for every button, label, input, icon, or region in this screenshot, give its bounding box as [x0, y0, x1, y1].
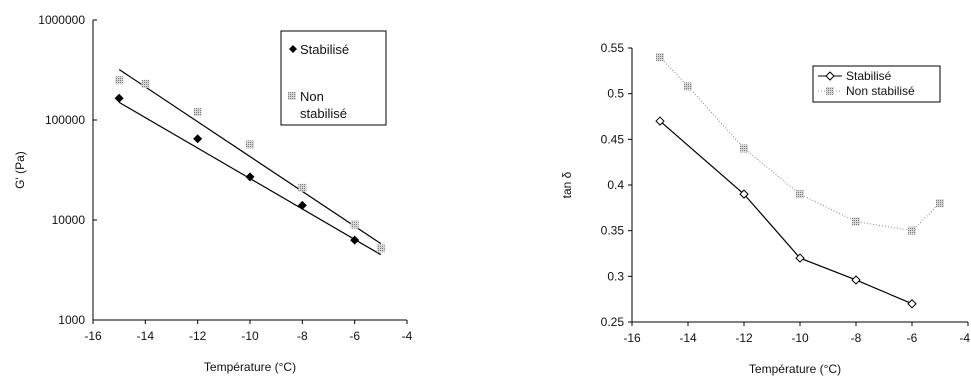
left-points: [114, 76, 385, 253]
left-point-stabilise: [114, 93, 124, 103]
right-point-stabilise: [795, 253, 805, 263]
right-point-stabilise: [907, 299, 917, 309]
left-point-stabilise: [350, 235, 360, 245]
left-x-tick-label: -4: [402, 329, 413, 343]
left-x-ticks: -16 -14 -12 -10 -8 -6 -4: [84, 320, 413, 343]
right-point-stabilise: [739, 189, 749, 199]
left-legend-label-non-line2: stabilisé: [300, 106, 347, 121]
right-x-tick-label: -4: [959, 331, 970, 345]
left-point-non-stabilise: [246, 140, 254, 149]
left-y-axis-label: G' (Pa): [13, 151, 27, 189]
right-legend-label-non-stabilise: Non stabilisé: [846, 84, 915, 98]
left-x-tick-label: -12: [189, 329, 207, 343]
right-point-non-stabilise: [656, 53, 664, 62]
left-point-stabilise: [193, 134, 203, 144]
left-y-ticks: 1000 10000 100000 1000000: [38, 13, 97, 327]
left-point-non-stabilise: [141, 79, 150, 88]
right-legend-marker-non-stabilise: [826, 87, 834, 95]
right-x-tick-label: -16: [623, 331, 641, 345]
right-x-ticks: -16 -14 -12 -10 -8 -6 -4: [623, 322, 970, 345]
right-y-tick-label: 0.35: [601, 224, 625, 238]
left-legend-box: [280, 30, 387, 126]
right-line-stabilise: [659, 120, 913, 305]
right-point-non-stabilise: [684, 82, 692, 91]
left-x-tick-label: -10: [241, 329, 259, 343]
left-point-non-stabilise: [298, 183, 307, 192]
left-legend-label-stabilise: Stabilisé: [300, 42, 349, 57]
right-legend-marker-stabilise: [825, 71, 835, 81]
right-y-tick-label: 0.3: [607, 269, 624, 283]
right-x-tick-label: -12: [735, 331, 753, 345]
right-y-tick-label: 0.5: [607, 87, 624, 101]
right-x-axis-label: Température (°C): [749, 362, 841, 376]
right-points: [655, 53, 944, 309]
right-point-non-stabilise: [852, 217, 860, 226]
right-point-non-stabilise: [936, 199, 944, 208]
left-legend-label-non-line1: Non: [300, 89, 324, 104]
left-x-tick-label: -8: [297, 329, 308, 343]
right-point-non-stabilise: [740, 144, 748, 153]
right-legend-label-stabilise: Stabilisé: [846, 69, 892, 83]
right-point-non-stabilise: [908, 226, 916, 235]
left-point-stabilise: [245, 172, 255, 182]
left-y-tick-label: 100000: [45, 113, 85, 127]
left-legend-marker-non-stabilise: [288, 92, 296, 100]
left-y-tick-label: 1000000: [38, 13, 85, 27]
right-y-axis-label: tan δ: [560, 171, 574, 198]
right-y-ticks: 0.25 0.3 0.35 0.4 0.45 0.5 0.55: [601, 41, 632, 329]
right-chart: 0.25 0.3 0.35 0.4 0.45 0.5 0.55 -16 -14 -12 -10 -8…: [560, 41, 970, 376]
left-x-tick-label: -6: [349, 329, 360, 343]
right-x-tick-label: -8: [851, 331, 862, 345]
right-legend: Stabilisé Non stabilisé: [812, 65, 941, 103]
right-x-tick-label: -10: [791, 331, 809, 345]
left-y-tick-label: 10000: [52, 213, 86, 227]
right-y-tick-label: 0.4: [607, 178, 624, 192]
right-y-tick-label: 0.55: [601, 41, 625, 55]
left-point-non-stabilise: [350, 220, 359, 229]
left-point-stabilise: [297, 200, 307, 210]
left-point-non-stabilise: [115, 76, 124, 85]
left-y-tick-label: 1000: [58, 313, 85, 327]
right-x-tick-label: -6: [907, 331, 918, 345]
left-legend: Stabilisé Non stabilisé: [280, 30, 387, 126]
right-y-tick-label: 0.25: [601, 315, 625, 329]
right-legend-box: [812, 65, 941, 103]
right-point-stabilise: [655, 116, 665, 126]
left-x-axis-label: Température (°C): [204, 360, 296, 374]
left-point-non-stabilise: [193, 108, 202, 117]
left-trendline-non-stabilise: [118, 68, 382, 245]
left-x-tick-label: -16: [84, 329, 102, 343]
left-x-tick-label: -14: [137, 329, 155, 343]
right-point-non-stabilise: [796, 190, 804, 199]
left-point-non-stabilise: [376, 244, 385, 253]
right-point-stabilise: [851, 275, 861, 285]
right-x-tick-label: -14: [679, 331, 697, 345]
right-y-tick-label: 0.45: [601, 132, 625, 146]
left-legend-marker-stabilise: [289, 45, 297, 53]
